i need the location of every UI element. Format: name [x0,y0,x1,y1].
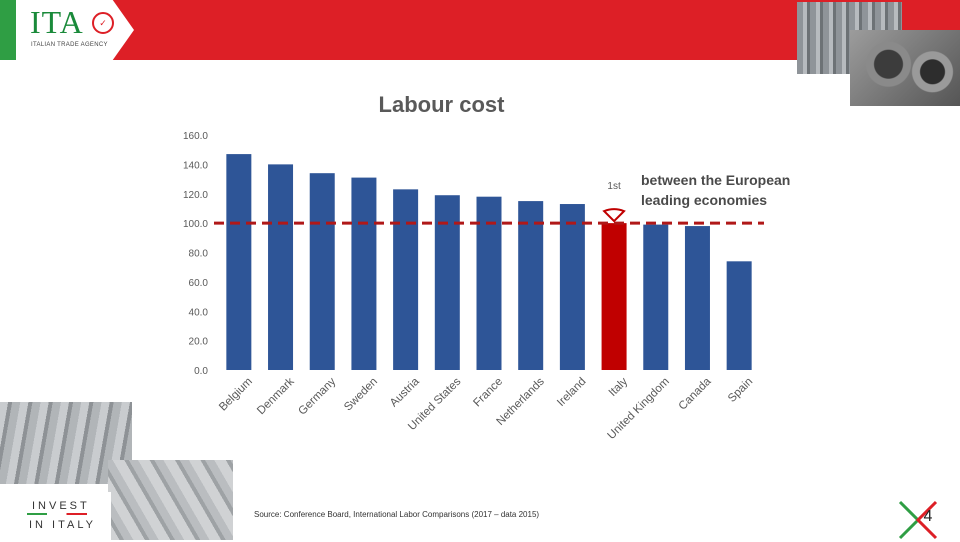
y-tick-label: 100.0 [183,219,208,230]
invest-logo-tricolor-bar [27,513,87,515]
y-tick-label: 60.0 [189,278,209,289]
first-place-pin-icon [602,208,626,223]
x-tick-label: France [471,376,505,410]
annotation-note: between the European leading economies [641,170,831,210]
page-number: 4 [923,508,933,525]
x-tick-label: Belgium [217,376,255,414]
bar-netherlands [518,201,544,370]
annotation-line2: leading economies [641,192,768,208]
y-tick-label: 140.0 [183,160,208,171]
bar-spain [726,261,752,370]
y-tick-label: 160.0 [183,131,208,142]
invest-logo-line1: INVEST [32,500,90,512]
invest-in-italy-logo [15,492,111,540]
annotation-line1: between the European [641,172,791,188]
bar-germany [309,173,335,370]
gears-photo [850,30,960,106]
pin-shape [602,208,626,223]
x-tick-label: Ireland [555,376,588,409]
x-tick-label: Germany [296,375,338,417]
bar-france [476,196,502,370]
bar-italy [601,223,627,370]
header-green-stripe [0,0,16,60]
bar-belgium [226,154,252,370]
robot-arm-photo [108,460,233,540]
x-tick-label: Italy [607,375,631,399]
ita-logo-panel [16,0,134,60]
chart-title: Labour cost [378,92,505,117]
bar-united-states [434,195,460,370]
y-tick-label: 0.0 [194,366,208,377]
ita-logo: ITA [30,4,84,40]
source-note: Source: Conference Board, International … [254,510,540,519]
x-tick-label: Austria [388,375,422,409]
bar-canada [684,226,710,370]
rank-label: 1st [607,181,621,192]
x-logo-icon [898,500,938,540]
invest-logo-line2: IN ITALY [29,519,96,531]
y-tick-label: 120.0 [183,190,208,201]
x-tick-label: Denmark [255,375,297,417]
bar-denmark [268,164,294,370]
ita-logo-subtitle: ITALIAN TRADE AGENCY [31,42,108,48]
x-tick-label: Spain [726,376,755,405]
x-axis-labels: Belgium Denmark Germany Sweden AustriaUnited… [217,375,755,442]
x-tick-label: Canada [677,375,714,412]
x-tick-label: Sweden [342,376,380,414]
bar-ireland [559,204,585,370]
y-axis-ticks: 0.0 20.0 40.0 60.0 80.0 100.0 120.0 140.0 160.0 [183,131,208,377]
y-tick-label: 20.0 [189,337,209,348]
bar-austria [393,189,419,370]
y-tick-label: 80.0 [189,249,209,260]
ita-logo-mark-icon: ✓ [92,12,114,34]
y-tick-label: 40.0 [189,307,209,318]
bar-sweden [351,177,377,370]
bar-united-kingdom [643,224,669,370]
